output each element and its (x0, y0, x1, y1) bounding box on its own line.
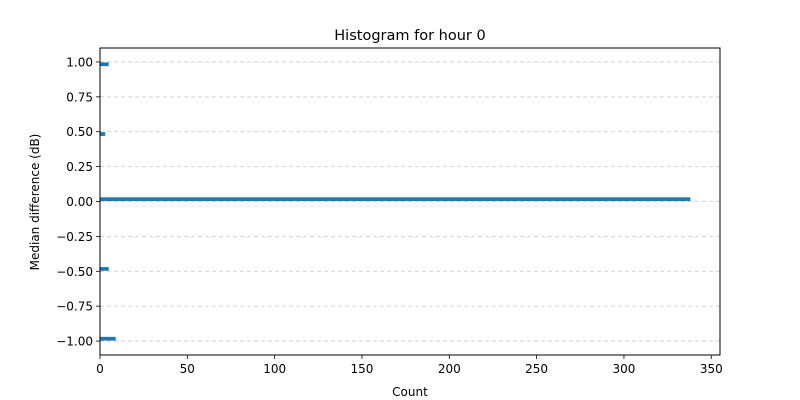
x-tick-label: 50 (180, 362, 195, 376)
x-tick-label: 0 (96, 362, 104, 376)
x-tick-label: 200 (438, 362, 461, 376)
x-tick-label: 300 (612, 362, 635, 376)
y-axis-label: Median difference (dB) (28, 134, 42, 271)
y-tick-label: 0.75 (66, 90, 93, 104)
x-tick-label: 250 (525, 362, 548, 376)
histogram-bar (100, 336, 116, 341)
x-axis-ticks: 0 50 100 150 200 250 300 350 (96, 355, 723, 376)
y-tick-label: 1.00 (66, 55, 93, 69)
x-tick-label: 150 (351, 362, 374, 376)
grid-lines (100, 61, 720, 342)
x-tick-label: 350 (700, 362, 723, 376)
histogram-bar (100, 267, 109, 271)
bars (100, 62, 691, 341)
y-tick-label: 0.25 (66, 160, 93, 174)
y-tick-label: −0.25 (56, 230, 93, 244)
y-tick-label: −0.50 (56, 265, 93, 279)
y-tick-label: 0.00 (66, 195, 93, 209)
chart-title: Histogram for hour 0 (334, 28, 485, 44)
x-tick-label: 100 (263, 362, 286, 376)
histogram-bar (100, 132, 106, 136)
y-tick-label: −1.00 (56, 335, 93, 349)
histogram-bar (100, 62, 109, 67)
y-tick-label: 0.50 (66, 125, 93, 139)
histogram-bar (100, 197, 691, 202)
x-axis-label: Count (392, 385, 428, 399)
y-tick-label: −0.75 (56, 300, 93, 314)
y-axis-ticks: −1.00 −0.75 −0.50 −0.25 0.00 0.25 0.50 0.75 1.00 (56, 55, 100, 349)
